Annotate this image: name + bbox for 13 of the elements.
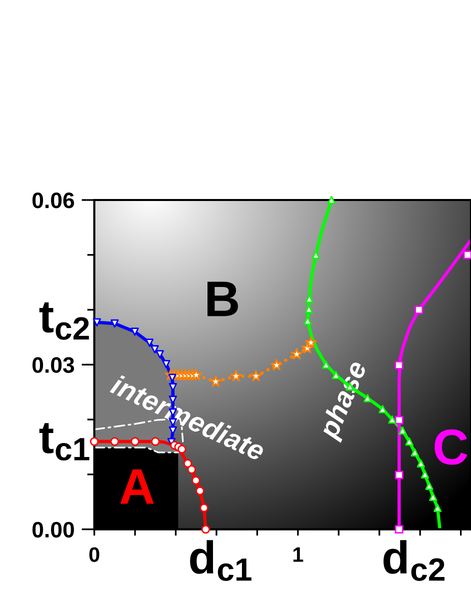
x-tick-label: 1 [293,547,304,562]
annotation: phase [316,359,372,443]
annotation: A [120,469,154,504]
y-tick-label: 0.06 [32,192,74,208]
text: t$_{c1}$ [39,423,90,461]
x-tick-label: 0 [89,547,100,562]
text: t$_{c2}$ [39,302,89,340]
y-tick-label: 0.03 [32,357,74,373]
text: d$_{c2}$ [384,540,444,581]
text: d$_{c1}$ [190,540,252,581]
annotation: B [207,282,238,316]
annotation: C [434,429,468,465]
y-tick-label: 0.00 [32,522,74,538]
